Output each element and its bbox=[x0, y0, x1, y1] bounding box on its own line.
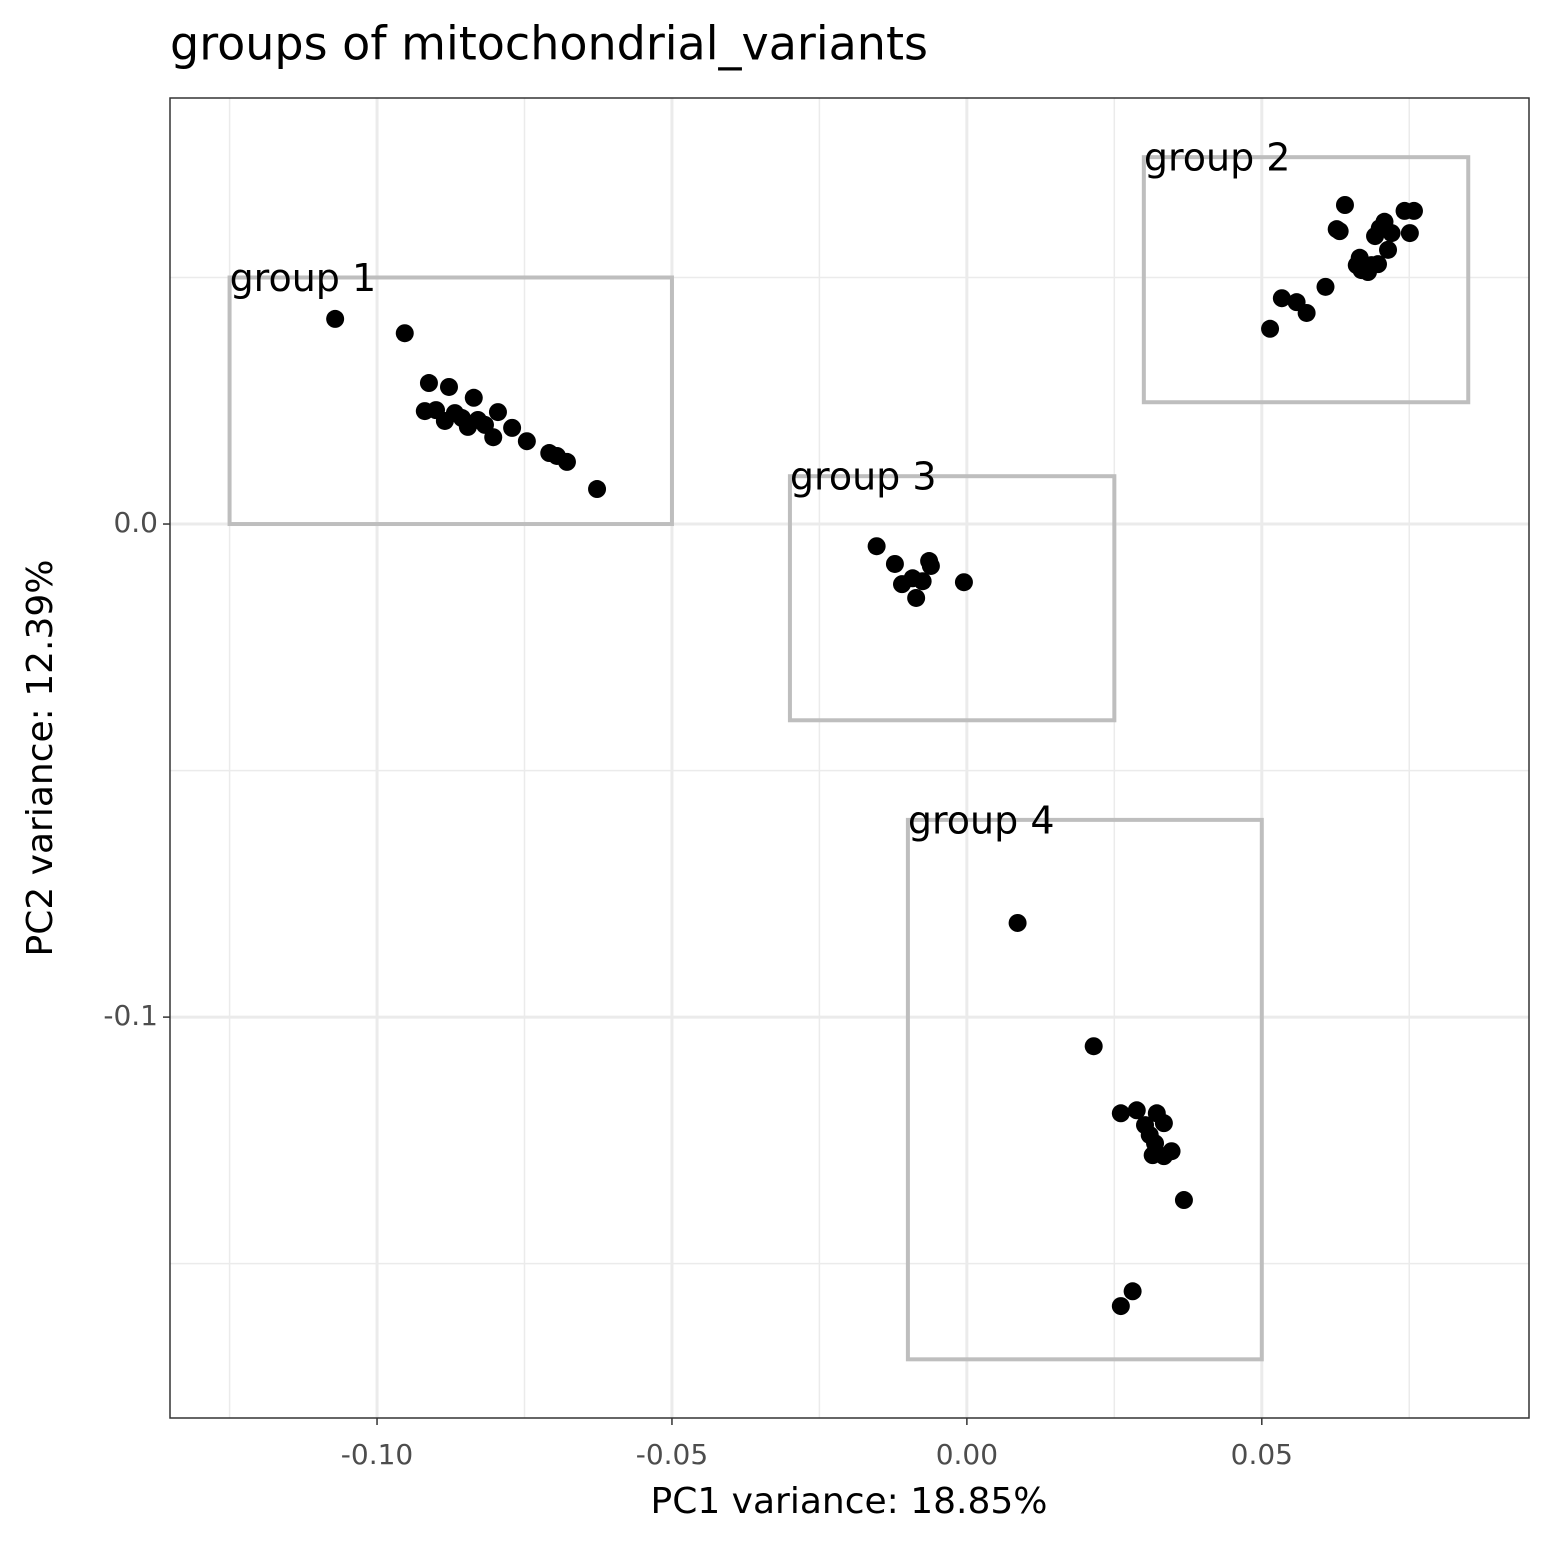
y-tick-label: -0.1 bbox=[103, 999, 158, 1032]
point bbox=[1272, 289, 1291, 308]
point bbox=[1008, 913, 1027, 932]
group-box bbox=[787, 474, 1117, 723]
point bbox=[892, 575, 911, 594]
point bbox=[913, 572, 932, 591]
point bbox=[488, 403, 507, 422]
y-tick-label: 0.0 bbox=[113, 506, 158, 539]
x-tick-label: -0.05 bbox=[636, 1438, 708, 1471]
x-axis-title: PC1 variance: 18.85% bbox=[650, 1481, 1047, 1522]
point bbox=[1127, 1101, 1146, 1120]
point bbox=[1261, 319, 1280, 338]
chart-title: groups of mitochondrial_variants bbox=[170, 17, 928, 71]
point bbox=[326, 309, 345, 328]
point bbox=[1297, 303, 1316, 322]
group-label: group 1 bbox=[230, 256, 377, 300]
point bbox=[1404, 201, 1423, 220]
point bbox=[588, 480, 607, 499]
point bbox=[1123, 1282, 1142, 1301]
x-tick-label: -0.10 bbox=[341, 1438, 413, 1471]
point bbox=[1330, 222, 1349, 241]
point bbox=[1382, 224, 1401, 243]
point bbox=[503, 418, 522, 437]
group-box bbox=[227, 275, 674, 527]
point bbox=[954, 573, 973, 592]
point bbox=[1154, 1114, 1173, 1133]
panel-border bbox=[169, 97, 1530, 1419]
point bbox=[557, 452, 576, 471]
point bbox=[1111, 1104, 1130, 1123]
point bbox=[1369, 255, 1387, 274]
point bbox=[1316, 277, 1335, 296]
group-label: group 3 bbox=[790, 455, 937, 499]
point bbox=[1400, 224, 1419, 243]
point bbox=[1111, 1297, 1130, 1316]
point bbox=[464, 388, 483, 407]
group-label: group 4 bbox=[908, 798, 1055, 842]
group-label: group 2 bbox=[1144, 136, 1291, 180]
point bbox=[484, 428, 503, 447]
point bbox=[419, 374, 438, 393]
point bbox=[1084, 1037, 1103, 1056]
point bbox=[395, 324, 414, 343]
point bbox=[1379, 240, 1398, 259]
point bbox=[907, 588, 926, 607]
group-box bbox=[1141, 155, 1471, 405]
point bbox=[439, 377, 458, 396]
point bbox=[1154, 1147, 1173, 1166]
point bbox=[867, 537, 886, 556]
y-axis-title: PC2 variance: 12.39% bbox=[20, 559, 61, 956]
point bbox=[885, 554, 904, 573]
point bbox=[1366, 227, 1385, 246]
point bbox=[1174, 1191, 1193, 1210]
point bbox=[921, 556, 940, 575]
x-tick-label: 0.00 bbox=[936, 1438, 998, 1471]
point bbox=[1335, 196, 1354, 215]
group-box bbox=[905, 817, 1264, 1362]
point bbox=[517, 432, 536, 451]
x-tick-label: 0.05 bbox=[1231, 1438, 1293, 1471]
